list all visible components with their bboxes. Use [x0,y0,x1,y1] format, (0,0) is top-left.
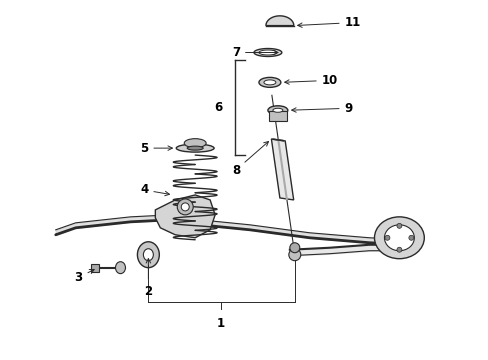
Polygon shape [271,139,293,200]
Circle shape [396,247,401,252]
Circle shape [289,243,299,253]
Circle shape [396,223,401,228]
Text: 1: 1 [217,318,224,330]
FancyBboxPatch shape [90,264,99,272]
Polygon shape [155,195,215,238]
Text: 3: 3 [75,269,94,284]
Ellipse shape [272,108,282,112]
Circle shape [177,199,193,215]
FancyBboxPatch shape [268,111,286,121]
Text: 4: 4 [140,184,169,197]
Text: 2: 2 [144,258,152,298]
Text: 10: 10 [284,74,337,87]
Text: 8: 8 [231,141,268,176]
Ellipse shape [267,106,287,115]
Text: 9: 9 [291,102,352,115]
Polygon shape [259,50,276,55]
Ellipse shape [374,217,424,259]
Polygon shape [253,49,281,57]
Ellipse shape [264,80,275,85]
Circle shape [384,235,389,240]
Ellipse shape [187,146,203,150]
Ellipse shape [184,139,206,148]
Circle shape [408,235,413,240]
Text: 11: 11 [297,16,360,29]
Text: 6: 6 [213,101,222,114]
Ellipse shape [143,249,153,261]
Text: 5: 5 [140,141,172,155]
Ellipse shape [176,144,214,152]
Ellipse shape [137,242,159,268]
Ellipse shape [115,262,125,274]
Text: 7: 7 [231,46,277,59]
Ellipse shape [259,77,280,87]
Polygon shape [265,16,293,26]
Circle shape [181,203,189,211]
Ellipse shape [384,225,413,251]
Circle shape [288,249,300,261]
